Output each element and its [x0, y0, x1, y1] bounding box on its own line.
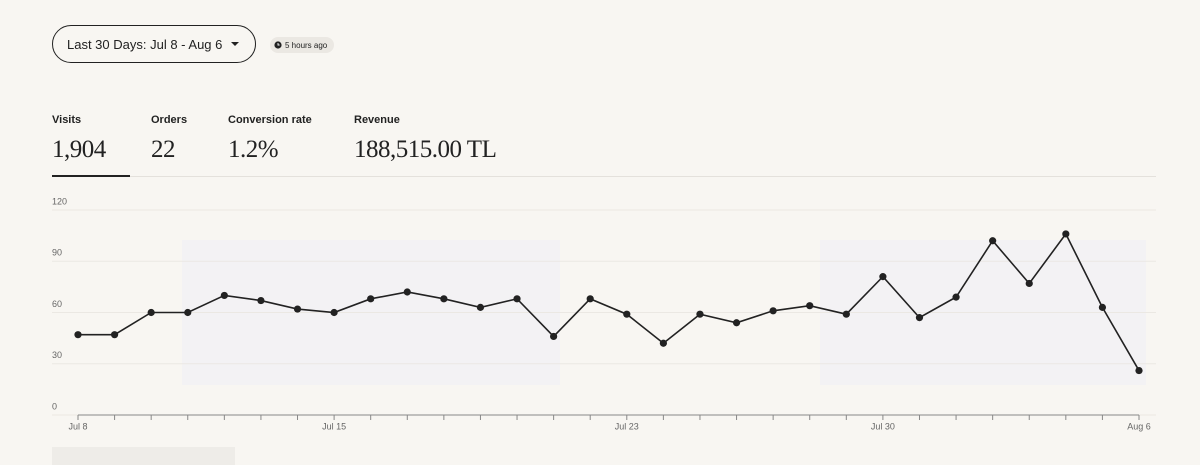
active-tab-underline: [52, 175, 130, 177]
point: [1025, 279, 1033, 288]
point: [293, 305, 302, 313]
chart: 0 30 60 90 120 Jul 8 Jul 15 Jul 23 Jul 30 Aug 6: [52, 196, 1156, 431]
stat-value: 22: [151, 136, 176, 163]
point: [550, 332, 558, 341]
point: [952, 293, 960, 301]
x-tick-label: Jul 23: [615, 421, 639, 431]
point: [513, 295, 521, 303]
stat[interactable]: Orders 22: [151, 114, 187, 164]
point: [403, 288, 411, 296]
point: [147, 308, 155, 317]
point: [184, 308, 192, 317]
clock-icon: [274, 41, 282, 49]
point: [659, 339, 667, 347]
stat[interactable]: Conversion rate 1.2%: [228, 114, 312, 164]
x-tick-label: Jul 30: [871, 421, 895, 431]
stat-label: Revenue: [354, 114, 400, 126]
stat-value: 1,904: [52, 136, 106, 163]
stat-label: Conversion rate: [228, 114, 312, 126]
point: [879, 273, 887, 281]
updated-text: 5 hours ago: [285, 40, 328, 50]
point: [696, 310, 704, 318]
x-tick-label: Jul 15: [322, 421, 346, 431]
point: [476, 303, 485, 311]
divider: [52, 176, 1156, 177]
date-range-dropdown[interactable]: Last 30 Days: Jul 8 - Aug 6: [52, 25, 256, 63]
stat-label: Orders: [151, 114, 188, 126]
y-tick-label: 120: [52, 196, 67, 206]
stat-label: Visits: [52, 114, 82, 126]
point: [732, 319, 741, 327]
stat[interactable]: Revenue 188,515.00 TL: [354, 114, 497, 164]
stat-value: 188,515.00 TL: [354, 136, 497, 163]
point: [1062, 230, 1070, 238]
point: [1135, 366, 1143, 375]
point: [257, 296, 265, 305]
point: [440, 295, 448, 303]
stat-value: 1.2%: [228, 136, 279, 163]
point: [989, 237, 997, 245]
point: [623, 310, 631, 318]
y-tick-label: 90: [52, 248, 62, 258]
stat[interactable]: Visits 1,904: [52, 114, 106, 164]
date-range-label: Last 30 Days: Jul 8 - Aug 6: [67, 36, 223, 52]
y-tick-label: 60: [52, 299, 62, 309]
point: [842, 310, 850, 318]
line: [78, 232, 1140, 371]
placeholder-block: [52, 447, 235, 465]
caret: [231, 42, 240, 46]
point: [367, 295, 375, 303]
y-tick-label: 30: [52, 350, 62, 360]
point: [1098, 303, 1107, 311]
point: [220, 291, 228, 300]
point: [806, 302, 814, 310]
x-tick-label: Jul 8: [68, 421, 87, 431]
point: [330, 308, 338, 317]
updated-badge: 5 hours ago: [270, 37, 335, 53]
point: [586, 295, 594, 303]
x-tick-label: Aug 6: [1127, 421, 1151, 431]
point: [769, 307, 777, 315]
point: [915, 314, 924, 322]
point: [110, 331, 119, 339]
y-tick-label: 0: [52, 401, 57, 411]
point: [74, 331, 82, 339]
